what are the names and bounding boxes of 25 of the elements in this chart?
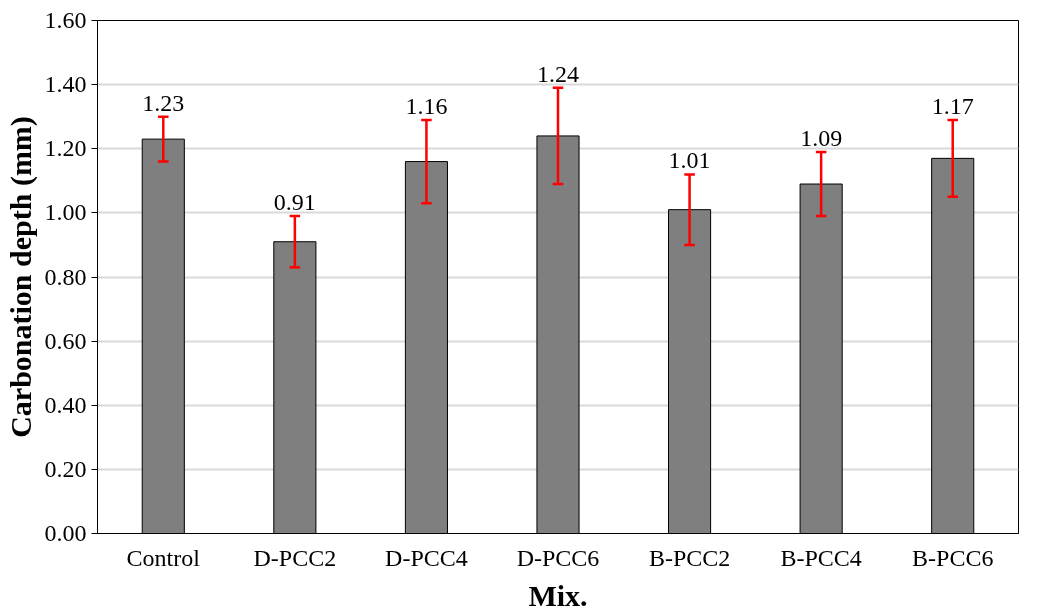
y-tick-label: 0.20 bbox=[44, 455, 87, 482]
x-tick-label: B-PCC4 bbox=[780, 544, 862, 571]
x-tick-label: D-PCC2 bbox=[253, 544, 337, 571]
data-label: 1.24 bbox=[537, 60, 579, 87]
y-tick-label: 0.60 bbox=[44, 327, 87, 354]
data-label: 1.09 bbox=[800, 124, 843, 151]
y-tick-label: 1.40 bbox=[44, 71, 87, 98]
x-tick-label: B-PCC6 bbox=[912, 544, 994, 571]
x-tick-label: B-PCC2 bbox=[648, 544, 731, 571]
y-tick-label: 0.00 bbox=[44, 520, 87, 546]
data-label: 1.17 bbox=[931, 92, 974, 119]
data-label: 1.23 bbox=[142, 89, 185, 116]
y-axis-title: Carbonation depth (mm) bbox=[3, 116, 38, 438]
y-tick-label: 1.00 bbox=[44, 199, 87, 226]
y-tick-label: 1.60 bbox=[44, 7, 87, 33]
data-label: 0.91 bbox=[273, 189, 316, 216]
y-tick-label: 0.40 bbox=[44, 391, 87, 418]
x-axis-title: Mix. bbox=[528, 578, 588, 612]
x-tick-label: Control bbox=[126, 544, 201, 571]
x-tick-label: D-PCC6 bbox=[516, 544, 600, 571]
data-label: 1.16 bbox=[405, 92, 448, 119]
y-tick-label: 1.20 bbox=[44, 135, 87, 162]
x-tick-label: D-PCC4 bbox=[385, 544, 468, 571]
y-tick-label: 0.80 bbox=[44, 263, 87, 290]
data-label: 1.01 bbox=[668, 147, 711, 174]
